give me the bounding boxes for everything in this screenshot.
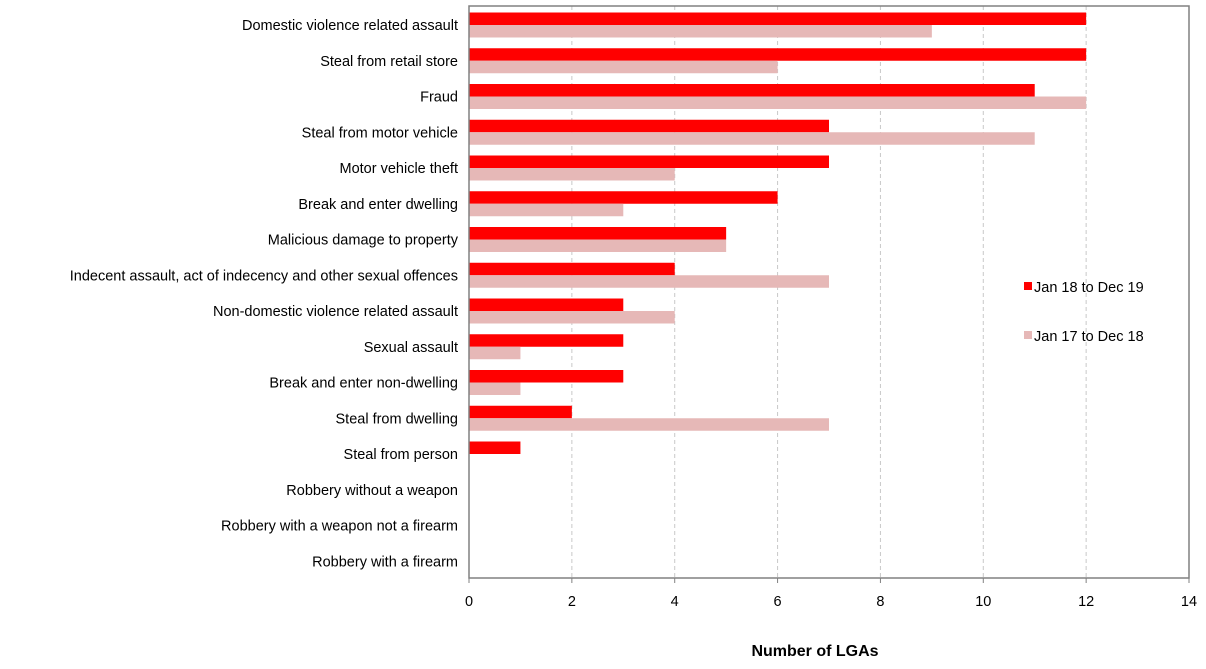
bar-series-1-4 xyxy=(469,155,829,168)
bar-series-2-1 xyxy=(469,60,778,74)
category-label: Steal from retail store xyxy=(320,54,458,70)
category-labels: Domestic violence related assault Steal f… xyxy=(70,18,459,570)
category-label: Steal from dwelling xyxy=(336,411,459,427)
bar-series-1-7 xyxy=(469,262,675,276)
bar-series-2-9 xyxy=(469,346,521,360)
category-label: Motor vehicle theft xyxy=(340,161,458,177)
bar-series-2-4 xyxy=(469,168,675,181)
category-label: Robbery without a weapon xyxy=(286,483,458,499)
legend: Jan 18 to Dec 19 Jan 17 to Dec 18 xyxy=(1024,280,1144,345)
category-label: Steal from motor vehicle xyxy=(302,125,458,141)
bar-series-1-6 xyxy=(469,227,727,240)
x-tick-label: 4 xyxy=(671,594,679,610)
bar-series-1-1 xyxy=(469,48,1087,61)
x-tick-label: 8 xyxy=(876,594,884,610)
category-label: Steal from person xyxy=(344,447,458,463)
bar-series-1-8 xyxy=(469,298,624,311)
category-label: Indecent assault, act of indecency and o… xyxy=(70,268,458,284)
legend-label-series-2: Jan 17 to Dec 18 xyxy=(1034,329,1144,345)
category-label: Break and enter non-dwelling xyxy=(269,376,458,392)
bar-series-2-11 xyxy=(469,418,829,431)
bar-series-1-0 xyxy=(469,12,1087,25)
bar-series-1-5 xyxy=(469,191,778,204)
bar-series-1-12 xyxy=(469,441,521,454)
bar-series-1-11 xyxy=(469,405,572,419)
gridlines xyxy=(571,6,1087,578)
bar-series-2-6 xyxy=(469,239,727,252)
legend-label-series-1: Jan 18 to Dec 19 xyxy=(1034,280,1144,296)
category-label: Robbery with a firearm xyxy=(312,554,458,570)
x-tick-label: 2 xyxy=(568,594,576,610)
bar-series-2-7 xyxy=(469,275,829,288)
bar-series-1-2 xyxy=(469,84,1035,97)
bar-series-2-10 xyxy=(469,382,521,395)
bar-series-2-5 xyxy=(469,203,624,217)
plot-area-frame xyxy=(468,5,1190,579)
bar-series-1-3 xyxy=(469,119,829,133)
bar-series-1-10 xyxy=(469,370,624,383)
category-label: Break and enter dwelling xyxy=(298,197,458,213)
bar-series-2-0 xyxy=(469,25,932,38)
category-label: Robbery with a weapon not a firearm xyxy=(221,519,458,535)
x-tick-label: 6 xyxy=(774,594,782,610)
bar-series-1-9 xyxy=(469,334,624,347)
category-label: Malicious damage to property xyxy=(268,233,459,249)
bar-series-2-2 xyxy=(469,96,1087,109)
category-label: Non-domestic violence related assault xyxy=(213,304,458,320)
category-label: Sexual assault xyxy=(364,340,458,356)
x-tick-label: 14 xyxy=(1181,594,1197,610)
x-tick-label: 10 xyxy=(975,594,991,610)
category-label: Domestic violence related assault xyxy=(242,18,458,34)
bar-series-2-8 xyxy=(469,311,675,324)
bar-series-2-3 xyxy=(469,132,1035,145)
x-tick-label: 0 xyxy=(465,594,473,610)
x-tick-label: 12 xyxy=(1078,594,1094,610)
x-axis-title: Number of LGAs xyxy=(751,643,878,660)
x-axis-ticks: 0 2 4 6 8 10 12 14 xyxy=(465,578,1197,610)
category-label: Fraud xyxy=(420,90,458,106)
legend-swatch-series-1 xyxy=(1024,282,1032,290)
bars xyxy=(469,12,1087,454)
legend-swatch-series-2 xyxy=(1024,331,1032,339)
